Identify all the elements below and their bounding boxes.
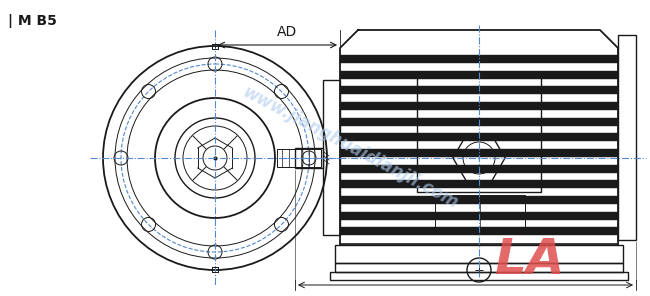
- Bar: [340, 149, 618, 157]
- Bar: [330, 272, 628, 280]
- Bar: [295, 148, 323, 168]
- Bar: [340, 102, 618, 110]
- Bar: [340, 165, 618, 173]
- Text: www.jianghuaidianjii.com: www.jianghuaidianjii.com: [239, 83, 461, 213]
- Bar: [277, 149, 321, 167]
- Bar: [618, 35, 636, 240]
- Bar: [340, 71, 618, 78]
- Bar: [340, 227, 618, 235]
- Text: | M B5: | M B5: [8, 14, 57, 28]
- Bar: [340, 86, 618, 94]
- Bar: [340, 55, 618, 63]
- Bar: [417, 76, 541, 192]
- Bar: [340, 212, 618, 220]
- Bar: [335, 245, 623, 263]
- Bar: [323, 80, 340, 235]
- Text: AD: AD: [278, 25, 298, 39]
- Bar: [340, 133, 618, 141]
- Bar: [340, 196, 618, 204]
- Bar: [340, 118, 618, 126]
- Bar: [335, 263, 623, 272]
- Bar: [340, 180, 618, 188]
- Text: LA: LA: [495, 236, 566, 284]
- Bar: [435, 195, 525, 230]
